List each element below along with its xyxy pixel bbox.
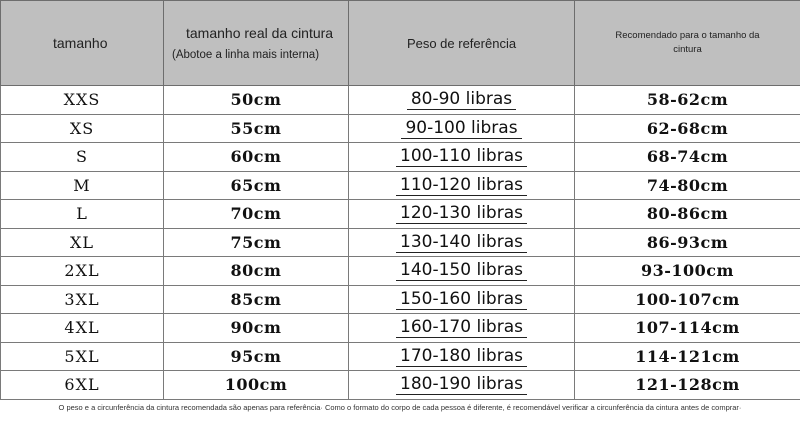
weight-cell: 120-130 libras	[348, 199, 575, 229]
size-cell: XS	[0, 113, 164, 143]
size-cell: S	[0, 142, 164, 172]
weight-value: 80-90 libras	[406, 89, 517, 111]
recommended-cell: 74-80cm	[574, 170, 800, 200]
recommended-cell: 58-62cm	[574, 85, 800, 115]
header-waist-note: (Abotoe a linha mais interna)	[172, 49, 320, 61]
table-row: 2XL 80cm 140-150 libras 93-100cm	[0, 256, 800, 286]
weight-value: 150-160 libras	[396, 289, 527, 310]
weight-cell: 100-110 libras	[348, 142, 575, 172]
waist-cell: 60cm	[163, 142, 349, 172]
waist-cell: 100cm	[163, 370, 349, 400]
weight-cell: 160-170 libras	[348, 313, 575, 343]
table-row: 4XL 90cm 160-170 libras 107-114cm	[0, 313, 800, 343]
recommended-cell: 93-100cm	[574, 256, 800, 286]
header-waist: tamanho real da cintura (Abotoe a linha …	[163, 0, 349, 86]
weight-cell: 130-140 libras	[348, 227, 575, 257]
size-cell: L	[0, 199, 164, 229]
size-cell: 6XL	[0, 370, 164, 400]
table-row: 5XL 95cm 170-180 libras 114-121cm	[0, 341, 800, 371]
waist-cell: 55cm	[163, 113, 349, 143]
weight-value: 120-130 libras	[396, 203, 527, 225]
waist-cell: 65cm	[163, 170, 349, 200]
weight-cell: 110-120 libras	[348, 170, 575, 200]
header-recommended: Recomendado para o tamanho da cintura	[574, 0, 800, 86]
table-row: XS 55cm 90-100 libras 62-68cm	[0, 113, 800, 143]
weight-value: 90-100 libras	[401, 118, 522, 139]
recommended-cell: 114-121cm	[574, 341, 800, 371]
weight-value: 170-180 libras	[396, 346, 527, 367]
table-row: XXS 50cm 80-90 libras 58-62cm	[0, 85, 800, 115]
waist-cell: 95cm	[163, 341, 349, 371]
size-cell: 5XL	[0, 341, 164, 371]
weight-value: 110-120 libras	[396, 175, 527, 196]
weight-cell: 90-100 libras	[348, 113, 575, 143]
weight-cell: 150-160 libras	[348, 284, 575, 314]
recommended-cell: 68-74cm	[574, 142, 800, 172]
weight-cell: 170-180 libras	[348, 341, 575, 371]
recommended-cell: 100-107cm	[574, 284, 800, 314]
size-cell: 4XL	[0, 313, 164, 343]
table-row: M 65cm 110-120 libras 74-80cm	[0, 170, 800, 200]
size-table: tamanho tamanho real da cintura (Abotoe …	[0, 0, 800, 400]
weight-value: 140-150 libras	[396, 260, 527, 282]
size-cell: M	[0, 170, 164, 200]
weight-value: 180-190 libras	[396, 374, 527, 396]
waist-cell: 90cm	[163, 313, 349, 343]
recommended-cell: 86-93cm	[574, 227, 800, 257]
weight-cell: 140-150 libras	[348, 256, 575, 286]
header-weight: Peso de referência	[348, 0, 575, 86]
size-cell: 3XL	[0, 284, 164, 314]
table-row: 6XL 100cm 180-190 libras 121-128cm	[0, 370, 800, 400]
recommended-cell: 62-68cm	[574, 113, 800, 143]
recommended-cell: 80-86cm	[574, 199, 800, 229]
header-size: tamanho	[0, 0, 164, 86]
waist-cell: 50cm	[163, 85, 349, 115]
waist-cell: 80cm	[163, 256, 349, 286]
waist-cell: 75cm	[163, 227, 349, 257]
waist-cell: 85cm	[163, 284, 349, 314]
table-row: L 70cm 120-130 libras 80-86cm	[0, 199, 800, 229]
table-row: S 60cm 100-110 libras 68-74cm	[0, 142, 800, 172]
size-cell: XXS	[0, 85, 164, 115]
recommended-cell: 121-128cm	[574, 370, 800, 400]
recommended-cell: 107-114cm	[574, 313, 800, 343]
weight-value: 100-110 libras	[396, 146, 527, 168]
size-cell: 2XL	[0, 256, 164, 286]
table-row: XL 75cm 130-140 libras 86-93cm	[0, 227, 800, 257]
header-waist-title: tamanho real da cintura	[186, 25, 334, 41]
header-recommended-label: Recomendado para o tamanho da cintura	[615, 30, 760, 55]
weight-value: 130-140 libras	[396, 232, 527, 253]
weight-value: 160-170 libras	[396, 317, 527, 339]
header-row: tamanho tamanho real da cintura (Abotoe …	[0, 0, 800, 86]
weight-cell: 180-190 libras	[348, 370, 575, 400]
size-cell: XL	[0, 227, 164, 257]
footnote: O peso e a circunferência da cintura rec…	[58, 403, 742, 412]
weight-cell: 80-90 libras	[348, 85, 575, 115]
waist-cell: 70cm	[163, 199, 349, 229]
table-row: 3XL 85cm 150-160 libras 100-107cm	[0, 284, 800, 314]
